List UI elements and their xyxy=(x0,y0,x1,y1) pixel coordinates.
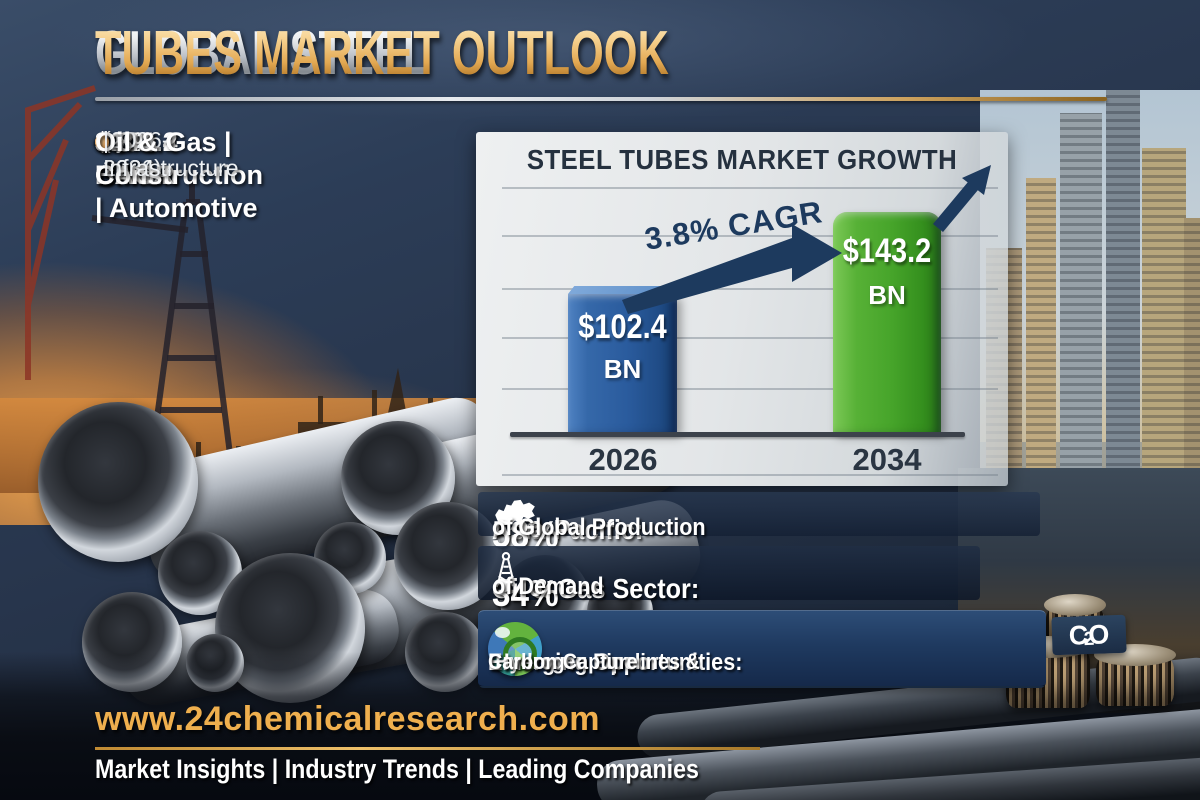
asia-map-icon xyxy=(495,499,535,531)
breakout-arrow-head xyxy=(962,165,991,195)
gridline xyxy=(502,187,998,189)
building xyxy=(1142,148,1186,498)
highlight-value: 3.8% CAGR xyxy=(95,127,175,190)
highlight-detail: (2026-2034) xyxy=(103,127,170,182)
bar-2026-value: $102.4 xyxy=(578,308,667,346)
carbon-capture-canister xyxy=(1094,644,1176,706)
emerging-detail: Hydrogen Pipelines & xyxy=(495,648,700,674)
fact-label: Oil & Gas Sector: xyxy=(492,573,700,604)
cagr-arrow-icon xyxy=(622,224,842,314)
market-growth-chart-panel: STEEL TUBES MARKET GROWTH $102.4 BN $143… xyxy=(476,132,1008,486)
co2-subscript: 2 xyxy=(1083,628,1095,650)
building xyxy=(1060,113,1102,498)
bar-2026: $102.4 BN xyxy=(568,294,677,432)
fact-detail: of Global Production xyxy=(492,514,706,541)
gridline xyxy=(502,235,998,237)
chart-title: STEEL TUBES MARKET GROWTH xyxy=(526,144,958,175)
building xyxy=(1026,178,1056,498)
title-silver-part: GLOBAL STEEL xyxy=(95,18,429,89)
bullet-dot-icon xyxy=(95,135,109,149)
gridline xyxy=(502,474,998,476)
x-tick-2034: 2034 xyxy=(852,442,922,477)
footer-divider xyxy=(95,747,760,750)
title-gold-part: TUBES MARKET OUTLOOK xyxy=(95,19,669,88)
emerging-label: Emerging Opportunities: xyxy=(488,648,743,676)
gridline xyxy=(502,288,998,290)
tube-end xyxy=(38,402,198,562)
bar-2034-unit: BN xyxy=(868,280,906,310)
highlight-detail: in 2026 xyxy=(103,127,155,182)
fact-stat: 34% xyxy=(492,573,559,614)
footer-tagline: Market Insights | Industry Trends | Lead… xyxy=(95,754,699,784)
gridline xyxy=(502,337,998,339)
bar-2026-unit: BN xyxy=(603,354,642,384)
gridline xyxy=(502,388,998,390)
growth-arrows xyxy=(622,165,991,314)
building xyxy=(1184,218,1200,498)
title-divider xyxy=(95,97,1107,101)
co2-badge: CO 2 xyxy=(1051,614,1127,656)
x-tick-2026: 2026 xyxy=(588,442,658,477)
bar-2034-value: $143.2 xyxy=(842,232,932,270)
highlight-detail: | Infrastructure xyxy=(103,127,239,182)
highlight-value: Oil & Gas | Construction | Automotive xyxy=(95,127,263,223)
city-skyline xyxy=(980,90,1200,532)
highlight-value: $102.4 Billion xyxy=(95,127,178,190)
x-axis-line xyxy=(510,432,965,437)
fact-oil-gas-demand: Oil & Gas Sector: 34% of Demand xyxy=(478,546,980,614)
highlight-value: $143.2 Billion xyxy=(95,127,178,190)
fact-label: Asia-Pacific: xyxy=(492,514,644,545)
fact-asia-pacific: Asia-Pacific: 58% of Global Production xyxy=(478,492,1040,555)
emerging-line2: Carbon Capture xyxy=(488,648,638,674)
bar-2034: $143.2 BN xyxy=(833,212,941,432)
breakout-arrow-shaft xyxy=(933,182,978,232)
building xyxy=(1106,90,1140,498)
website-url: www.24chemicalresearch.com xyxy=(95,700,601,738)
fact-detail: of Demand xyxy=(492,573,604,600)
emerging-opportunities-banner: Emerging Opportunities: Hydrogen Pipeline… xyxy=(478,610,1046,688)
sustainability-icon xyxy=(488,621,542,676)
oil-derrick-icon xyxy=(493,552,519,594)
